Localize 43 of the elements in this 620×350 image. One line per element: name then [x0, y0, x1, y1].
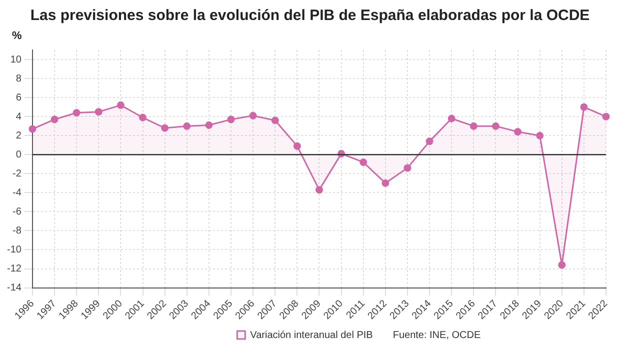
point	[249, 112, 257, 120]
point	[28, 125, 36, 133]
y-tick-label: -12	[7, 264, 22, 275]
y-tick-label: -4	[12, 187, 22, 198]
y-tick-label: -10	[7, 244, 22, 256]
point	[205, 121, 213, 129]
point	[514, 128, 522, 136]
source-note: Fuente: INE, OCDE	[392, 330, 481, 341]
y-tick-label: -6	[12, 206, 22, 218]
point	[470, 122, 478, 130]
y-tick-label: -14	[7, 282, 22, 294]
legend-label: Variación interanual del PIB	[250, 330, 374, 341]
point	[116, 101, 124, 109]
y-axis-title: %	[12, 30, 22, 42]
point	[161, 124, 169, 132]
point	[315, 186, 323, 194]
y-tick-label: 2	[16, 130, 22, 142]
point	[227, 116, 235, 124]
y-tick-label: 4	[16, 111, 22, 122]
y-tick-label: -2	[12, 168, 22, 180]
point	[72, 109, 80, 117]
point	[50, 116, 58, 124]
point	[558, 261, 566, 269]
point	[404, 164, 412, 172]
point	[382, 179, 390, 187]
y-tick-label: 0	[16, 149, 22, 160]
point	[426, 138, 434, 146]
y-tick-label: -8	[12, 225, 22, 236]
point	[94, 108, 102, 116]
point	[580, 103, 588, 111]
point	[602, 112, 610, 120]
chart-title: Las previsiones sobre la evolución del PIB de España elaboradas por la OCDE	[29, 6, 591, 26]
point	[360, 158, 368, 166]
point	[183, 122, 191, 130]
point	[293, 142, 301, 150]
point	[536, 132, 544, 140]
y-tick-label: 10	[10, 54, 22, 66]
y-tick-label: 6	[16, 92, 22, 104]
y-tick-label: 8	[16, 73, 22, 84]
point	[271, 116, 279, 124]
point	[448, 114, 456, 122]
point	[492, 122, 500, 130]
point	[139, 114, 146, 122]
